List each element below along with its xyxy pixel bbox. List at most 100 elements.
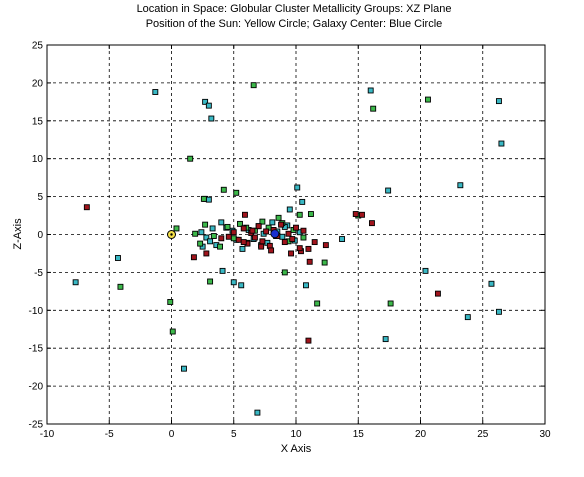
data-point <box>190 254 197 261</box>
y-tick-label: 20 <box>32 78 44 89</box>
data-point <box>152 89 159 95</box>
data-point <box>289 236 296 242</box>
data-point <box>321 259 328 266</box>
x-tick-label: 10 <box>290 429 302 440</box>
data-point <box>259 238 266 245</box>
data-point <box>242 211 248 218</box>
data-point <box>495 308 502 315</box>
data-point <box>296 211 303 218</box>
data-point <box>240 239 247 246</box>
data-point <box>117 283 124 290</box>
data-point <box>218 219 225 226</box>
data-point <box>288 250 294 257</box>
data-point <box>218 235 225 242</box>
y-tick-label: -10 <box>29 306 44 317</box>
y-tick-label: 25 <box>32 41 44 52</box>
data-point <box>167 299 174 305</box>
data-point <box>300 234 307 241</box>
data-point <box>207 238 214 245</box>
series-red-group <box>83 204 441 344</box>
galaxy-center-marker <box>270 229 280 239</box>
data-point <box>285 230 292 237</box>
y-tick-label: 10 <box>32 154 44 165</box>
data-point <box>197 240 204 247</box>
data-point <box>230 229 237 236</box>
data-point <box>457 182 464 189</box>
data-point <box>240 225 247 232</box>
data-point <box>495 98 502 105</box>
data-point <box>251 234 258 241</box>
chart-title-line-1: Location in Space: Globular Cluster Meta… <box>137 3 452 15</box>
data-point <box>385 187 392 194</box>
data-point <box>200 195 207 202</box>
data-point <box>249 227 256 234</box>
y-tick-label: -25 <box>29 420 44 431</box>
data-point <box>205 196 212 203</box>
data-point <box>368 220 375 227</box>
data-point <box>314 300 321 307</box>
y-tick-label: -20 <box>29 382 44 393</box>
data-point <box>239 245 246 252</box>
data-point <box>425 96 431 103</box>
data-point <box>180 365 187 372</box>
y-tick-label: -5 <box>34 268 43 279</box>
x-tick-label: 0 <box>169 429 175 440</box>
data-point <box>306 258 313 265</box>
chart-title-line-2: Position of the Sun: Yellow Circle; Gala… <box>146 18 443 30</box>
data-point <box>382 336 389 343</box>
data-point <box>210 233 217 239</box>
x-tick-label: -5 <box>105 429 114 440</box>
y-tick-label: 15 <box>32 116 44 127</box>
y-tick-label: 5 <box>37 192 43 203</box>
data-point <box>237 220 243 227</box>
data-point <box>250 82 257 89</box>
data-point <box>202 98 209 105</box>
data-point <box>370 105 377 112</box>
data-point <box>434 290 441 297</box>
sun-marker-center <box>170 233 173 236</box>
data-point <box>339 236 346 242</box>
x-axis-label: X Axis <box>281 443 312 455</box>
data-point <box>83 204 90 211</box>
data-point <box>300 227 307 234</box>
grid-lines <box>47 45 545 424</box>
data-point <box>422 267 429 274</box>
data-point <box>205 102 212 109</box>
data-point <box>259 218 266 225</box>
x-tick-label: -10 <box>40 429 55 440</box>
x-tick-label: 15 <box>353 429 365 440</box>
data-point <box>286 206 293 213</box>
data-point <box>72 279 79 286</box>
data-point <box>278 221 285 228</box>
data-point <box>219 267 226 274</box>
data-point <box>235 236 242 243</box>
data-point <box>305 245 312 252</box>
series-green-group <box>117 82 431 335</box>
data-point <box>352 211 359 217</box>
data-point <box>169 328 176 335</box>
data-point <box>311 239 318 246</box>
data-point <box>281 239 288 246</box>
data-point <box>225 233 232 240</box>
data-point <box>275 214 282 221</box>
x-tick-label: 25 <box>477 429 489 440</box>
y-tick-label: -15 <box>29 344 44 355</box>
data-point <box>387 300 394 307</box>
data-point <box>187 155 194 162</box>
x-tick-label: 20 <box>415 429 427 440</box>
y-tick-label: 0 <box>37 230 43 241</box>
data-point <box>305 337 312 344</box>
data-point <box>173 225 180 232</box>
data-point <box>203 250 210 257</box>
data-point <box>255 223 262 230</box>
data-point <box>307 211 314 217</box>
data-point <box>202 221 209 228</box>
data-point <box>498 140 505 147</box>
data-point <box>230 279 237 286</box>
data-point <box>207 278 214 285</box>
data-point <box>279 233 286 240</box>
data-point <box>224 223 231 230</box>
data-point <box>464 314 471 321</box>
x-tick-label: 30 <box>539 429 551 440</box>
